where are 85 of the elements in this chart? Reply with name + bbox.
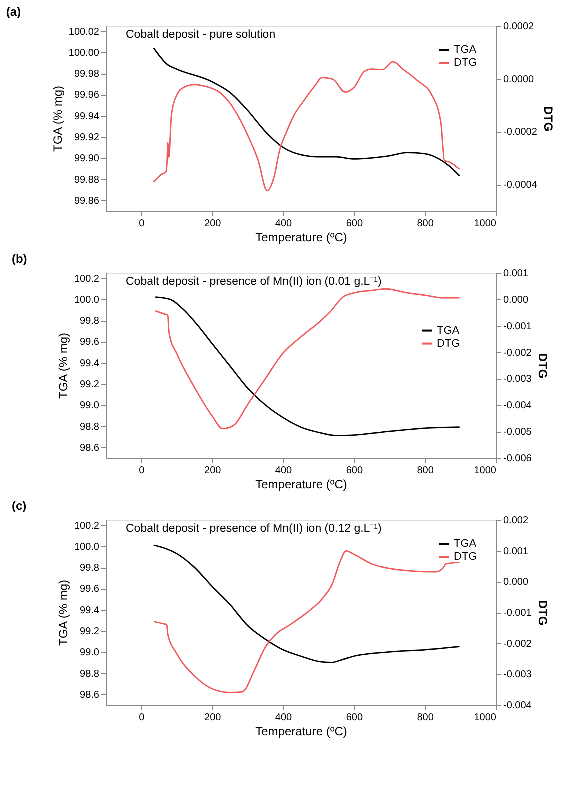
y-tick-label: 99.98 [74,69,100,80]
y-tick-label: 99.94 [74,111,100,122]
annotation: Cobalt deposit - pure solution [126,29,276,41]
y2-tick-label: 0.001 [504,268,529,280]
legend-label: TGA [437,324,460,337]
y2-axis-title: DTG [541,106,556,132]
x-tick-label: 600 [346,466,364,476]
y2-tick-label: 0.001 [504,546,529,558]
annotation: Cobalt deposit - presence of Mn(II) ion (0.12 g.L⁻¹) [126,523,382,535]
x-tick-label: 0 [139,466,146,476]
y-axis-title: TGA (% mg) [56,332,70,400]
x-tick-label: 200 [204,218,222,230]
y2-tick-label: 0.0000 [504,74,535,86]
y-tick-label: 98.6 [80,442,100,454]
y-tick-label: 99.4 [80,358,100,370]
y2-tick-label: -0.006 [504,454,532,464]
chart-title: (c) [12,499,27,513]
y-tick-label: 99.0 [80,400,100,412]
chart-title: (b) [12,252,28,266]
y-axis-title: TGA (% mg) [56,580,70,646]
y-tick-label: 99.92 [74,132,100,144]
y-tick-label: 100.02 [68,26,100,38]
y2-tick-label: -0.003 [504,670,532,681]
x-tick-label: 200 [204,466,222,476]
y-tick-label: 99.88 [74,174,100,186]
y-tick-label: 100.2 [74,520,100,532]
x-tick-label: 800 [417,712,434,724]
x-tick-label: 800 [417,218,434,230]
y2-tick-label: -0.0002 [504,127,538,138]
y2-tick-label: -0.004 [504,400,532,412]
x-tick-label: 400 [275,466,293,476]
y-tick-label: 98.8 [80,422,100,433]
x-tick-label: 0 [139,712,146,724]
x-tick-label: 600 [346,218,364,230]
x-tick-label: 1000 [474,466,497,476]
y-tick-label: 99.90 [74,154,100,165]
y2-tick-label: -0.001 [504,608,532,619]
y-tick-label: 100.2 [74,274,100,285]
y-tick-label: 98.8 [80,668,100,680]
chart-title: (a) [6,5,22,19]
y-tick-label: 99.8 [80,316,100,328]
legend-label: DTG [454,57,478,69]
y-axis-title: TGA (% mg) [50,86,65,152]
y2-tick-label: -0.002 [504,348,532,359]
y2-tick-label: -0.003 [504,374,532,386]
legend-label: DTG [454,551,478,563]
x-tick-label: 0 [139,218,146,230]
y-tick-label: 100.0 [74,542,100,553]
x-tick-label: 1000 [474,218,497,230]
x-tick-label: 800 [417,466,434,476]
legend-label: TGA [454,44,478,56]
x-axis-title: Temperature (ºC) [256,724,348,738]
x-axis-title: Temperature (ºC) [256,230,348,244]
y2-tick-label: -0.001 [504,321,532,332]
y2-tick-label: 0.000 [504,577,529,588]
y-tick-label: 99.96 [74,90,100,102]
x-tick-label: 600 [346,712,364,724]
x-axis-title: Temperature (ºC) [256,478,348,492]
y2-tick-label: 0.0002 [504,22,535,32]
legend-label: DTG [437,338,460,350]
x-tick-label: 400 [275,218,293,230]
y-tick-label: 100.00 [68,48,100,59]
y2-tick-label: -0.0004 [504,180,538,192]
y-tick-label: 99.8 [80,563,100,574]
y-tick-label: 99.2 [80,380,100,390]
annotation: Cobalt deposit - presence of Mn(II) ion (0.01 g.L⁻¹) [126,276,382,288]
y-tick-label: 100.0 [74,294,100,306]
y2-tick-label: 0.000 [504,294,529,306]
y-tick-label: 99.0 [80,648,100,659]
x-tick-label: 400 [275,712,293,724]
x-tick-label: 1000 [474,712,497,724]
y2-tick-label: -0.002 [504,638,532,650]
y-tick-label: 99.86 [74,196,100,207]
y-tick-label: 99.2 [80,626,100,638]
y2-tick-label: 0.002 [504,516,529,526]
y2-axis-title: DTG [536,600,550,626]
y-tick-label: 99.6 [80,337,100,348]
y2-tick-label: -0.005 [504,427,532,438]
y2-axis-title: DTG [536,353,550,379]
y2-tick-label: -0.004 [504,700,532,712]
y-tick-label: 98.6 [80,690,100,701]
y-tick-label: 99.4 [80,605,100,616]
y-tick-label: 99.6 [80,584,100,596]
legend-label: TGA [454,538,478,550]
x-tick-label: 200 [204,712,222,724]
